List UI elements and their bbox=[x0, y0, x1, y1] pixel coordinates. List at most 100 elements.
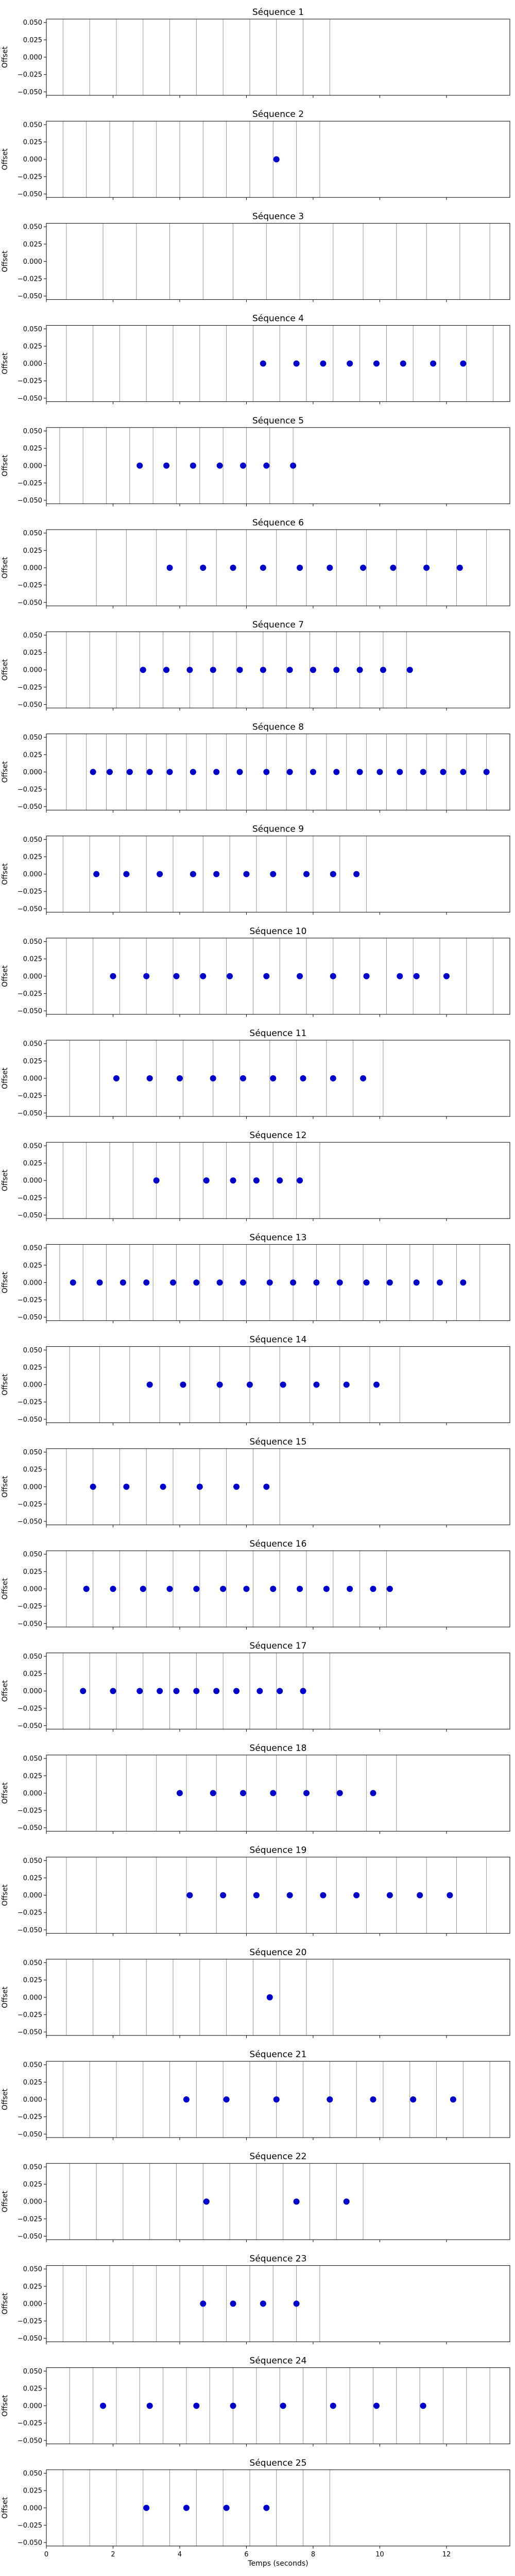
data-point bbox=[200, 565, 207, 571]
y-tick-label: −0.050 bbox=[18, 1110, 42, 1117]
y-tick-label: −0.025 bbox=[18, 1807, 42, 1815]
data-point bbox=[166, 769, 173, 775]
data-point bbox=[216, 1279, 223, 1286]
data-point bbox=[203, 1177, 210, 1184]
data-point bbox=[343, 1381, 350, 1388]
data-point bbox=[440, 769, 447, 775]
data-point bbox=[273, 156, 280, 163]
y-tick-label: 0.000 bbox=[23, 462, 42, 470]
y-tick-label: −0.050 bbox=[18, 1008, 42, 1015]
y-axis-label: Offset bbox=[1, 1272, 9, 1294]
y-axis-label: Offset bbox=[1, 148, 9, 171]
data-point bbox=[90, 769, 96, 775]
subplot-title: Séquence 8 bbox=[252, 722, 304, 732]
subplot-title: Séquence 18 bbox=[250, 1743, 307, 1753]
subplot-title: Séquence 20 bbox=[250, 1947, 307, 1958]
data-point bbox=[93, 871, 100, 877]
y-tick-label: 0.050 bbox=[23, 1449, 42, 1456]
data-point bbox=[173, 1688, 180, 1694]
y-tick-label: 0.000 bbox=[23, 667, 42, 674]
data-point bbox=[370, 2096, 376, 2103]
data-point bbox=[216, 462, 223, 469]
data-point bbox=[100, 2402, 107, 2409]
subplot: Séquence 13 0.050 0.025 0.000 −0.025 −0.050 Of… bbox=[1, 1232, 510, 1324]
data-point bbox=[270, 1586, 277, 1592]
data-point bbox=[266, 1279, 273, 1286]
y-tick-label: −0.050 bbox=[18, 803, 42, 811]
data-point bbox=[263, 1483, 270, 1490]
y-tick-label: 0.000 bbox=[23, 1075, 42, 1083]
y-tick-label: −0.025 bbox=[18, 582, 42, 589]
y-tick-label: −0.025 bbox=[18, 786, 42, 794]
data-point bbox=[166, 1586, 173, 1592]
x-axis-label: Temps (seconds) bbox=[247, 2560, 308, 2568]
subplot-title: Séquence 1 bbox=[252, 7, 304, 18]
y-tick-label: 0.050 bbox=[23, 1347, 42, 1354]
y-tick-label: −0.050 bbox=[18, 599, 42, 607]
y-axis-label: Offset bbox=[1, 761, 9, 783]
y-tick-label: 0.050 bbox=[23, 121, 42, 129]
subplot: Séquence 24 0.050 0.025 0.000 −0.025 −0.050 Of… bbox=[1, 2356, 510, 2447]
subplot-title: Séquence 19 bbox=[250, 1845, 307, 1856]
y-axis-label: Offset bbox=[1, 46, 9, 68]
data-point bbox=[153, 1177, 160, 1184]
y-tick-label: −0.025 bbox=[18, 173, 42, 181]
y-tick-label: −0.050 bbox=[18, 2131, 42, 2139]
y-tick-label: 0.000 bbox=[23, 1790, 42, 1798]
data-point bbox=[119, 1279, 126, 1286]
y-tick-label: −0.025 bbox=[18, 1092, 42, 1100]
data-point bbox=[310, 769, 316, 775]
data-point bbox=[400, 360, 406, 367]
x-tick-label: 4 bbox=[178, 2551, 182, 2558]
data-point bbox=[277, 1688, 283, 1694]
y-tick-label: 0.000 bbox=[23, 2096, 42, 2104]
y-tick-label: 0.025 bbox=[23, 649, 42, 657]
data-point bbox=[240, 1279, 247, 1286]
subplot: Séquence 3 0.050 0.025 0.000 −0.025 −0.050 Off… bbox=[1, 211, 510, 302]
data-point bbox=[193, 2402, 200, 2409]
y-tick-label: 0.050 bbox=[23, 1857, 42, 1865]
data-point bbox=[260, 2300, 266, 2307]
y-tick-label: 0.025 bbox=[23, 853, 42, 861]
y-axis-label: Offset bbox=[1, 2395, 9, 2417]
y-tick-label: 0.000 bbox=[23, 2504, 42, 2512]
data-point bbox=[190, 769, 196, 775]
data-point bbox=[170, 1279, 177, 1286]
data-point bbox=[413, 973, 420, 979]
y-tick-label: −0.050 bbox=[18, 701, 42, 709]
data-point bbox=[227, 973, 233, 979]
y-tick-label: −0.050 bbox=[18, 191, 42, 198]
data-point bbox=[246, 1381, 253, 1388]
plot-frame bbox=[46, 325, 510, 402]
y-tick-label: 0.050 bbox=[23, 2163, 42, 2171]
y-tick-label: 0.000 bbox=[23, 54, 42, 62]
subplot: Séquence 20 0.050 0.025 0.000 −0.025 −0.050 Of… bbox=[1, 1947, 510, 2038]
data-point bbox=[397, 973, 403, 979]
data-point bbox=[223, 2504, 230, 2511]
subplot: Séquence 11 0.050 0.025 0.000 −0.025 −0.050 Of… bbox=[1, 1028, 510, 1119]
y-axis-label: Offset bbox=[1, 1680, 9, 1702]
subplot: Séquence 22 0.050 0.025 0.000 −0.025 −0.050 Of… bbox=[1, 2151, 510, 2243]
data-point bbox=[263, 2504, 270, 2511]
y-tick-label: 0.025 bbox=[23, 1160, 42, 1167]
data-point bbox=[297, 565, 303, 571]
data-point bbox=[320, 1892, 327, 1899]
subplot: Séquence 12 0.050 0.025 0.000 −0.025 −0.050 Of… bbox=[1, 1130, 510, 1222]
data-point bbox=[136, 462, 143, 469]
y-tick-label: −0.025 bbox=[18, 990, 42, 998]
y-tick-label: −0.025 bbox=[18, 1603, 42, 1611]
data-point bbox=[330, 973, 336, 979]
y-tick-label: 0.025 bbox=[23, 2079, 42, 2087]
y-tick-label: 0.050 bbox=[23, 938, 42, 946]
subplot-title: Séquence 7 bbox=[252, 620, 304, 630]
y-tick-label: 0.050 bbox=[23, 19, 42, 27]
plot-frame bbox=[46, 1754, 510, 1832]
data-point bbox=[277, 1177, 283, 1184]
y-tick-label: 0.025 bbox=[23, 37, 42, 44]
y-tick-label: 0.050 bbox=[23, 1245, 42, 1252]
data-point bbox=[460, 1279, 467, 1286]
data-point bbox=[230, 565, 236, 571]
y-axis-label: Offset bbox=[1, 250, 9, 273]
y-tick-label: 0.025 bbox=[23, 2283, 42, 2291]
